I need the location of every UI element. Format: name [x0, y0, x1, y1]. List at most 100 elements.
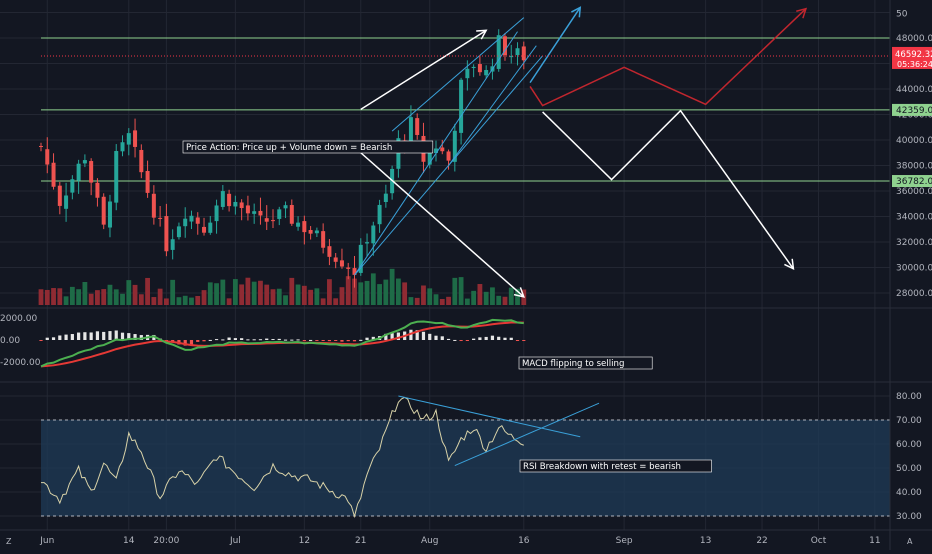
candle-body-25 — [195, 217, 200, 224]
macd-hist-18 — [152, 334, 156, 340]
macd-hist-11 — [108, 331, 112, 340]
current-price-tag-bg[interactable] — [892, 46, 932, 69]
time-tick-1: 14 — [123, 536, 135, 546]
macd-hist-13 — [120, 332, 125, 340]
volume-bar-43 — [308, 289, 314, 305]
rsi-band-fill — [41, 420, 890, 516]
volume-bar-32 — [239, 284, 245, 305]
candle-body-4 — [64, 195, 69, 209]
volume-bar-26 — [201, 290, 207, 305]
volume-bar-75 — [508, 287, 514, 305]
price-annotation[interactable]: Price Action: Price up + Volume down = B… — [186, 143, 392, 153]
white-lower-arrow[interactable] — [360, 152, 525, 298]
volume-bar-41 — [295, 284, 301, 305]
candle-body-9 — [95, 182, 100, 198]
macd-hist-24 — [189, 340, 194, 345]
macd-tick-2: -2000.00 — [0, 358, 41, 368]
macd-hist-50 — [352, 340, 357, 342]
candle-body-37 — [270, 220, 275, 222]
volume-bar-14 — [126, 280, 132, 305]
macd-hist-38 — [277, 338, 281, 340]
candle-body-39 — [283, 205, 288, 209]
rsi-annotation[interactable]: RSI Breakdown with retest = bearish — [523, 462, 681, 472]
price-annotation-box — [182, 140, 434, 154]
rsi-trendline-0[interactable] — [398, 395, 581, 438]
price-tick-4: 36000.00 — [896, 187, 932, 197]
channel-line-3[interactable] — [448, 45, 537, 166]
time-tick-12: 11 — [869, 536, 880, 546]
volume-bar-56 — [389, 268, 395, 305]
white-lower-arrow-arrowhead — [513, 287, 525, 298]
volume-bar-47 — [333, 298, 339, 305]
macd-hist-71 — [484, 336, 488, 340]
macd-hist-68 — [465, 340, 469, 341]
candle-body-8 — [89, 161, 94, 183]
annotations[interactable]: Price Action: Price up + Volume down = B… — [182, 140, 712, 473]
candle-body-66 — [452, 130, 457, 162]
candle-body-53 — [371, 225, 376, 244]
price-tick-3: 34000.00 — [896, 213, 932, 223]
volume-bar-21 — [170, 279, 176, 305]
red-path-arrowhead — [796, 7, 808, 19]
candle-body-75 — [509, 56, 514, 58]
volume-bar-49 — [345, 276, 351, 305]
cyan-upper-arrow[interactable] — [529, 6, 581, 84]
candle-body-68 — [465, 68, 470, 79]
candle-body-32 — [239, 202, 244, 209]
rising-channel[interactable] — [354, 17, 543, 276]
volume-bar-46 — [327, 279, 332, 305]
time-axis[interactable]: Jun 14 20:00 Jul 12 21 Aug 16 Sep 13 22 Oct 11 Z A — [6, 536, 913, 546]
macd-hist-15 — [133, 334, 137, 340]
macd-hist-33 — [246, 339, 250, 341]
time-tick-3: Jul — [229, 536, 241, 546]
macd-hist-12 — [114, 330, 118, 340]
volume-bar-63 — [433, 294, 439, 305]
rsi-tick-3: 60.00 — [896, 440, 922, 450]
candle-body-15 — [133, 130, 138, 147]
candle-body-63 — [434, 148, 439, 154]
candle-body-38 — [277, 209, 282, 219]
white-upper-arrow[interactable] — [360, 29, 487, 111]
volume-bar-51 — [358, 282, 364, 305]
volume-bar-15 — [132, 284, 138, 305]
macd-hist-28 — [214, 339, 219, 341]
volume-bar-74 — [502, 296, 508, 305]
channel-line-0[interactable] — [354, 31, 518, 276]
candle-body-10 — [101, 196, 106, 225]
volume-bar-52 — [364, 280, 370, 305]
volume-bars — [38, 268, 527, 305]
channel-line-1[interactable] — [391, 17, 525, 132]
macd-hist-59 — [409, 329, 413, 340]
volume-bar-67 — [458, 277, 464, 305]
candle-body-2 — [51, 162, 56, 187]
price-axis[interactable]: 28000.00 30000.00 32000.00 34000.00 36000.00… — [0, 10, 932, 523]
volume-bar-11 — [107, 284, 113, 305]
volume-bar-73 — [496, 295, 502, 305]
volume-bar-27 — [207, 282, 213, 305]
volume-bar-71 — [483, 291, 489, 305]
macd-hist-41 — [296, 339, 300, 341]
macd-line — [40, 318, 524, 368]
white-path[interactable] — [542, 109, 795, 270]
macd-hist-36 — [265, 338, 269, 340]
candle-body-42 — [302, 221, 307, 233]
price-tick-8: 44000.00 — [896, 85, 932, 95]
volume-bar-66 — [452, 277, 458, 305]
timezone-button[interactable]: Z — [6, 537, 12, 546]
auto-scale-button[interactable]: A — [907, 537, 913, 546]
red-path[interactable] — [529, 8, 807, 107]
white-path-arrowhead — [784, 258, 795, 271]
projection-paths[interactable] — [360, 6, 808, 298]
candle-body-28 — [214, 205, 219, 222]
price-tick-top: 50 — [896, 10, 908, 20]
candle-body-34 — [252, 211, 257, 214]
candle-body-45 — [321, 231, 326, 248]
candle-body-6 — [76, 163, 81, 181]
volume-bar-13 — [120, 293, 125, 305]
candle-body-22 — [176, 226, 181, 238]
rsi-trendline-1[interactable] — [454, 402, 600, 467]
macd-annotation[interactable]: MACD flipping to selling — [522, 359, 624, 369]
